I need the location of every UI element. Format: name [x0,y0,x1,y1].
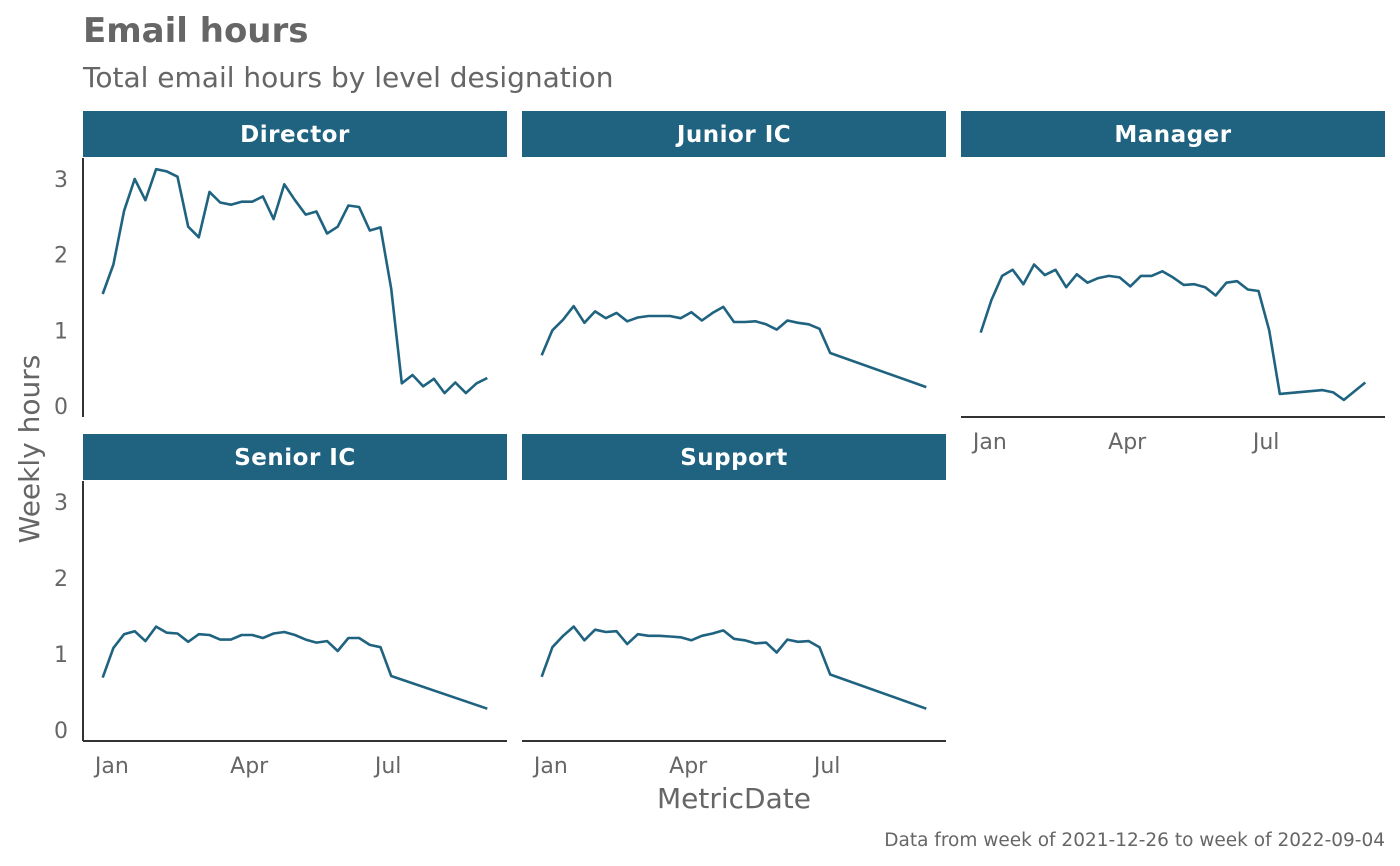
series-line-senior-ic [101,625,488,710]
y-tick-label: 3 [54,168,68,193]
x-tick-label: Jul [373,754,402,779]
panel-senior-ic: Senior IC 0 1 2 3 Jan Apr Jul [54,434,507,779]
x-tick-label: Jul [1251,430,1280,455]
chart-caption: Data from week of 2021-12-26 to week of … [884,830,1385,851]
panel-director: Director 0 1 2 3 [54,111,507,420]
x-tick-label: Apr [230,754,269,779]
chart-subtitle: Total email hours by level designation [82,61,613,94]
series-line-director [101,167,488,395]
y-axis-title: Weekly hours [13,355,46,544]
series-line-manager [979,263,1367,402]
x-tick-label: Jul [812,754,841,779]
strip-label-senior-ic: Senior IC [234,445,356,471]
chart-title: Email hours [83,11,309,51]
y-tick-label: 2 [54,244,68,269]
strip-label-junior-ic: Junior IC [675,122,791,148]
y-tick-label: 3 [54,491,68,516]
y-tick-label: 2 [54,567,68,592]
strip-label-director: Director [240,122,350,148]
x-tick-label: Apr [1108,430,1147,455]
strip-senior-ic [83,434,507,480]
x-tick-label: Jan [93,754,129,779]
y-tick-label: 1 [54,643,68,668]
series-line-support [540,625,927,710]
strip-label-manager: Manager [1114,122,1231,148]
y-tick-label: 1 [54,319,68,344]
y-tick-label: 0 [54,719,68,744]
series-line-junior-ic [540,304,927,389]
panel-manager: Manager Jan Apr Jul [961,111,1385,455]
strip-label-support: Support [680,445,788,471]
x-axis-title: MetricDate [657,782,811,815]
panel-junior-ic: Junior IC [522,111,946,389]
x-tick-label: Apr [669,754,708,779]
x-tick-label: Jan [971,430,1007,455]
panel-support: Support Jan Apr Jul [522,434,946,779]
strip-junior-ic [522,111,946,157]
strip-director [83,111,507,157]
strip-manager [961,111,1385,157]
x-tick-label: Jan [532,754,568,779]
y-tick-label: 0 [54,395,68,420]
strip-support [522,434,946,480]
